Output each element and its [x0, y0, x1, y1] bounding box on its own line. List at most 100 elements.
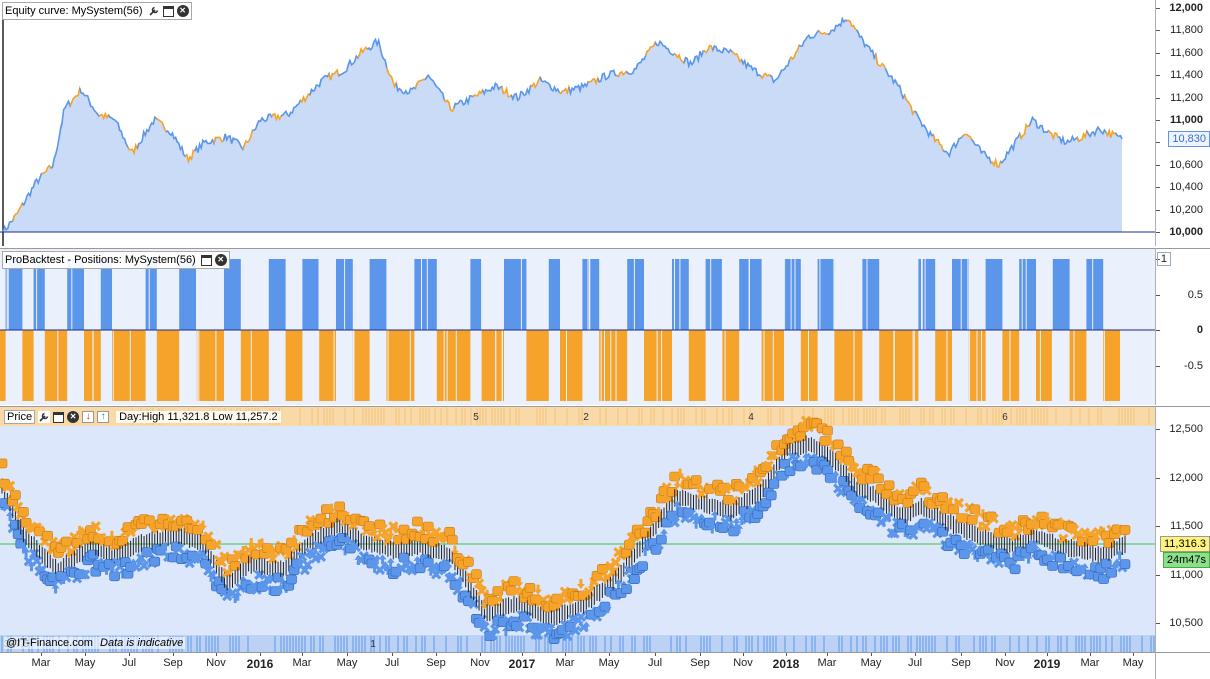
long-marker — [149, 556, 161, 567]
positions-tick — [1156, 365, 1160, 367]
exit-long-marker — [315, 551, 327, 563]
buy-arrow-marker — [727, 521, 736, 532]
long-marker — [937, 526, 949, 537]
position-bar-short — [526, 330, 549, 401]
window-icon[interactable] — [53, 411, 65, 423]
long-marker — [1009, 564, 1021, 575]
wrench-icon[interactable] — [38, 411, 51, 423]
equity-tick — [1156, 164, 1160, 166]
exit-short-marker — [216, 557, 227, 568]
position-gap — [92, 330, 94, 401]
buy-arrow-marker — [1024, 553, 1033, 564]
time-axis-label: May — [1122, 657, 1144, 669]
position-gap — [520, 259, 522, 330]
equity-line-segment — [847, 19, 859, 33]
exit-short-marker — [763, 460, 774, 471]
position-bar-short — [599, 330, 628, 401]
wrench-icon[interactable] — [148, 5, 160, 17]
equity-line-segment — [194, 138, 207, 153]
close-icon[interactable]: ✕ — [67, 411, 80, 423]
long-marker — [811, 464, 823, 475]
position-bar-long — [470, 259, 482, 330]
equity-tick-label: 11,400 — [1170, 69, 1203, 82]
short-marker — [524, 583, 536, 593]
equity-line-segment — [21, 186, 34, 207]
buy-arrow-marker — [1045, 553, 1054, 564]
time-axis-label: Mar — [292, 657, 312, 669]
equity-line-segment — [520, 84, 533, 97]
time-axis-label: 2018 — [772, 657, 800, 671]
equity-line-segment — [433, 83, 447, 103]
position-bar-short — [644, 330, 672, 401]
position-gap — [633, 259, 635, 330]
positions-y-axis: 1 0.5 0 -0.5 — [1155, 248, 1210, 405]
time-axis-corner — [1155, 652, 1210, 679]
short-marker — [795, 431, 807, 442]
buy-arrow-marker — [22, 547, 31, 558]
equity-tick-label: 10,200 — [1169, 203, 1203, 216]
buy-arrow-marker — [1112, 558, 1121, 569]
sell-icon[interactable]: ↓ — [82, 411, 95, 423]
position-gap — [674, 259, 675, 330]
equity-tick — [1156, 30, 1160, 32]
position-gap — [913, 330, 915, 401]
sell-arrow-marker — [370, 525, 379, 536]
time-axis-label: 2017 — [508, 657, 536, 671]
buy-arrow-marker — [354, 555, 363, 566]
buy-arrow-marker — [582, 621, 591, 632]
window-icon[interactable] — [200, 254, 212, 266]
sell-arrow-marker — [1016, 523, 1025, 534]
buy-icon[interactable]: ↑ — [97, 411, 110, 423]
position-gap — [921, 259, 923, 330]
position-bar-long — [100, 259, 112, 330]
equity-current-value: 10,830 — [1168, 131, 1210, 148]
short-marker — [966, 515, 978, 525]
short-marker — [412, 516, 423, 527]
equity-line-segment — [1028, 115, 1042, 130]
exit-long-marker — [31, 555, 42, 567]
equity-tick — [1156, 187, 1160, 189]
time-axis-label: May — [74, 657, 96, 669]
position-gap — [610, 330, 612, 401]
time-axis-tick — [173, 653, 174, 656]
equity-line-segment — [338, 60, 351, 77]
equity-tick-label: 11,600 — [1170, 46, 1203, 59]
window-icon[interactable] — [162, 5, 174, 17]
position-bar-long — [582, 259, 600, 330]
equity-line-segment — [280, 110, 293, 118]
exit-long-marker — [374, 564, 386, 576]
exit-long-marker — [259, 580, 270, 591]
time-axis-label: Nov — [206, 657, 226, 669]
long-marker — [779, 458, 790, 469]
equity-line-segment — [376, 37, 390, 73]
price-tick-label: 12,000 — [1169, 471, 1203, 484]
close-icon[interactable]: ✕ — [214, 254, 227, 266]
buy-arrow-marker — [373, 554, 382, 565]
buy-arrow-marker — [107, 565, 116, 576]
price-tick — [1156, 623, 1160, 625]
equity-line-segment — [769, 69, 783, 85]
buy-arrow-marker — [710, 510, 719, 521]
long-marker — [87, 549, 99, 560]
price-top-band-label: 6 — [1002, 412, 1008, 423]
equity-line-segment — [625, 63, 639, 76]
position-gap — [604, 330, 605, 401]
equity-tick-label: 11,000 — [1169, 114, 1203, 126]
buy-arrow-marker — [209, 569, 218, 580]
close-icon[interactable]: ✕ — [176, 5, 189, 17]
position-gap — [196, 330, 198, 401]
exit-long-marker — [79, 569, 91, 580]
position-bar-short — [22, 330, 34, 401]
position-gap — [794, 259, 796, 330]
position-bar-short — [386, 330, 415, 401]
equity-line-segment — [539, 76, 553, 90]
exit-long-marker — [302, 559, 313, 571]
price-tick-label: 11,500 — [1170, 520, 1203, 533]
equity-line-segment — [146, 115, 159, 133]
position-gap — [967, 259, 969, 330]
position-gap — [196, 330, 198, 401]
short-marker — [1103, 538, 1115, 548]
positions-tick-label: -0.5 — [1184, 359, 1203, 372]
exit-long-marker — [189, 553, 201, 564]
equity-line-segment — [740, 58, 754, 71]
